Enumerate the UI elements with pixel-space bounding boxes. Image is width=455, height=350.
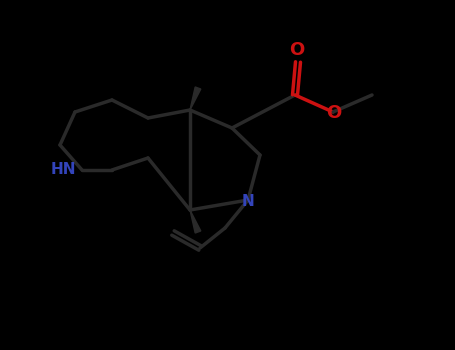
- Polygon shape: [190, 87, 201, 110]
- Polygon shape: [190, 210, 201, 233]
- Text: N: N: [242, 195, 254, 210]
- Text: HN: HN: [51, 162, 76, 177]
- Text: O: O: [289, 41, 305, 59]
- Text: O: O: [326, 104, 342, 122]
